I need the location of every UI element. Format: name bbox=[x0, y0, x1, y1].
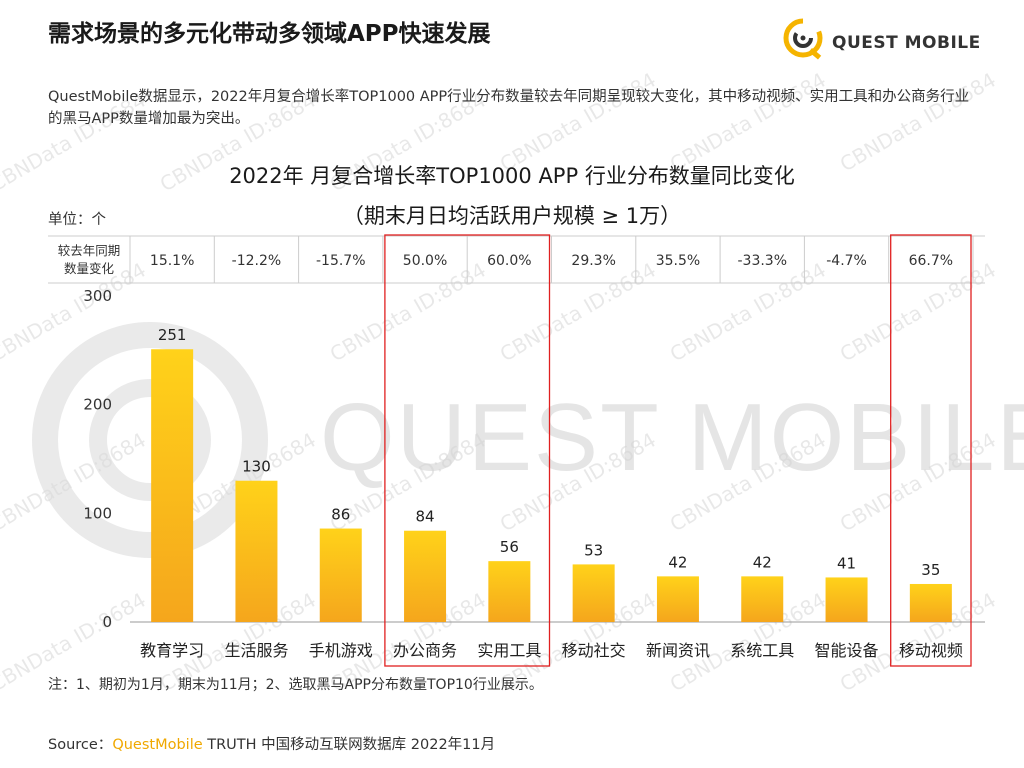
bar bbox=[404, 530, 447, 622]
bar bbox=[151, 349, 194, 622]
yoy-value: -33.3% bbox=[737, 253, 787, 269]
data-label: 53 bbox=[584, 541, 603, 559]
source-prefix: Source： bbox=[48, 737, 113, 753]
data-label: 42 bbox=[753, 553, 772, 571]
description-text: QuestMobile数据显示，2022年月复合增长率TOP1000 APP行业… bbox=[48, 89, 970, 127]
yoy-value: 29.3% bbox=[571, 253, 615, 269]
data-label: 56 bbox=[500, 538, 519, 556]
chart-title: 2022年 月复合增长率TOP1000 APP 行业分布数量同比变化 bbox=[229, 164, 795, 188]
x-tick-label: 手机游戏 bbox=[309, 641, 373, 660]
y-tick-label: 100 bbox=[83, 504, 112, 522]
unit-label: 单位：个 bbox=[48, 212, 106, 228]
logo-watermark: QUEST MOBILE bbox=[32, 322, 1024, 558]
yoy-value: 66.7% bbox=[909, 253, 953, 269]
y-tick-label: 0 bbox=[102, 613, 112, 631]
x-tick-label: 生活服务 bbox=[224, 641, 288, 660]
bar bbox=[235, 480, 278, 622]
footnote: 注：1、期初为1月，期末为11月；2、选取黑马APP分布数量TOP10行业展示。 bbox=[48, 677, 543, 693]
yoy-value: -4.7% bbox=[826, 253, 867, 269]
source-rest: TRUTH 中国移动互联网数据库 2022年11月 bbox=[202, 737, 496, 753]
data-label: 130 bbox=[242, 458, 271, 476]
data-label: 84 bbox=[416, 508, 435, 526]
highlight-box bbox=[384, 234, 551, 667]
x-tick-label: 新闻资讯 bbox=[646, 641, 710, 660]
x-tick-label: 教育学习 bbox=[140, 641, 204, 660]
data-label: 86 bbox=[331, 506, 350, 524]
bar bbox=[909, 583, 952, 622]
bar bbox=[825, 577, 868, 622]
data-label: 251 bbox=[158, 326, 187, 344]
yoy-row-label-line1: 较去年同期 bbox=[58, 243, 121, 258]
bar bbox=[488, 561, 531, 622]
bar bbox=[319, 528, 362, 622]
x-tick-label: 移动社交 bbox=[562, 641, 626, 660]
page-title: 需求场景的多元化带动多领域APP快速发展 bbox=[48, 21, 491, 47]
data-label: 42 bbox=[668, 553, 687, 571]
brand-name: QUEST MOBILE bbox=[832, 33, 981, 53]
data-label: 41 bbox=[837, 554, 856, 572]
x-tick-label: 智能设备 bbox=[815, 641, 879, 660]
quest-mobile-logo bbox=[783, 18, 823, 60]
x-tick-label: 办公商务 bbox=[393, 641, 457, 660]
yoy-value: 15.1% bbox=[150, 253, 194, 269]
y-tick-label: 200 bbox=[83, 396, 112, 414]
bar bbox=[572, 564, 615, 622]
highlight-box bbox=[890, 234, 972, 667]
svg-text:QUEST MOBILE: QUEST MOBILE bbox=[320, 384, 1024, 491]
chart-subtitle: （期末月日均活跃用户规模 ≥ 1万） bbox=[342, 204, 682, 228]
data-label: 35 bbox=[921, 561, 940, 579]
source-brand: QuestMobile bbox=[112, 737, 203, 753]
source-line: Source：QuestMobile TRUTH 中国移动互联网数据库 2022… bbox=[48, 733, 495, 754]
yoy-value: 50.0% bbox=[403, 253, 447, 269]
yoy-row-label-line2: 数量变化 bbox=[64, 261, 115, 276]
yoy-value: -15.7% bbox=[316, 253, 366, 269]
yoy-value: -12.2% bbox=[232, 253, 282, 269]
bar bbox=[656, 576, 699, 622]
yoy-value: 35.5% bbox=[656, 253, 700, 269]
yoy-value: 60.0% bbox=[487, 253, 531, 269]
y-tick-label: 300 bbox=[83, 287, 112, 305]
x-tick-label: 实用工具 bbox=[477, 641, 541, 660]
x-tick-label: 移动视频 bbox=[899, 641, 963, 660]
bar bbox=[741, 576, 784, 622]
x-tick-label: 系统工具 bbox=[730, 641, 794, 660]
